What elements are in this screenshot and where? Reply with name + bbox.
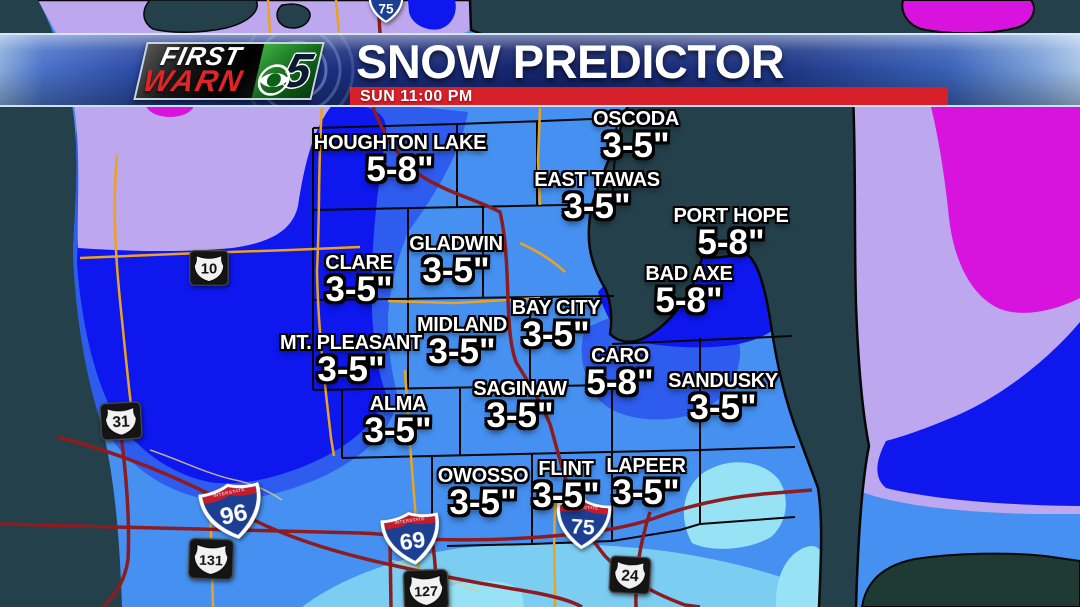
ontario-coastline: [851, 94, 871, 607]
magenta-peninsula-top: [901, 0, 1035, 35]
snow-band-magenta-ontario: [928, 95, 1080, 313]
inland-lake-houghton: [143, 0, 258, 34]
ontario-bare-shore: [860, 552, 1080, 607]
logo-text-warn: WARN: [139, 65, 248, 98]
first-warn-logo: 5 FIRST WARN: [133, 41, 325, 100]
timestamp: SUN 11:00 PM: [360, 88, 473, 105]
inland-lake-higgins: [276, 3, 311, 29]
timestamp-strip: SUN 11:00 PM: [350, 87, 948, 105]
snow-spot-cyan-lapeer-east: [683, 462, 786, 549]
snow-band-dark-ontario: [877, 322, 1080, 506]
michigan-coastline: [38, 0, 823, 607]
ontario-snow-bands: [853, 95, 1080, 607]
snow-spot-dark-top-strip: [408, 0, 456, 30]
page-title: SNOW PREDICTOR: [356, 35, 785, 88]
cbs-eye-icon: [257, 64, 291, 96]
snow-spot-cyan-port-huron: [775, 546, 822, 607]
logo-channel-panel: 5: [251, 44, 323, 98]
header-banner: SUN 11:00 PM SNOW PREDICTOR 5 FIRST WARN: [0, 33, 1080, 107]
